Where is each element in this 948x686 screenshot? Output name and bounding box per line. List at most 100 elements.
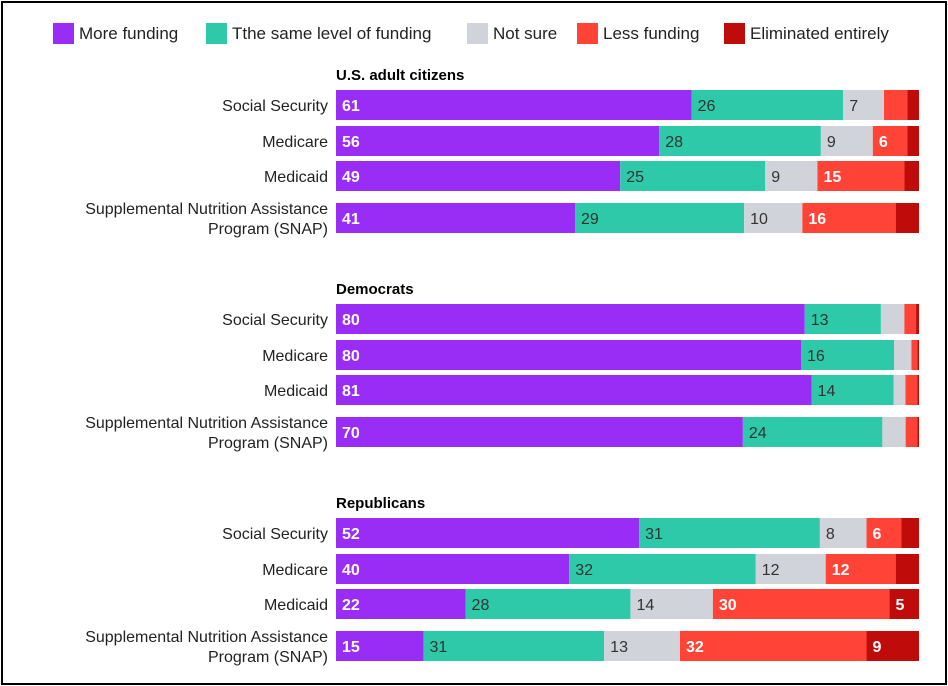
data-label: 29 <box>581 211 599 228</box>
data-label: 40 <box>342 562 360 579</box>
bar-segment-more <box>336 340 801 370</box>
data-label: 30 <box>719 597 737 614</box>
bar-segment-more <box>336 518 640 548</box>
legend-label-more: More funding <box>79 24 178 43</box>
bar-segment-same <box>659 126 821 156</box>
bar-segment-more <box>336 90 692 120</box>
bar-segment-more <box>336 631 424 661</box>
data-label: 32 <box>575 562 593 579</box>
bar-segment-notsure <box>765 161 818 191</box>
legend-swatch-more <box>53 23 74 44</box>
bar-segment-elim <box>916 304 919 334</box>
bar-segment-same <box>804 304 881 334</box>
bar-segment-less <box>884 90 908 120</box>
data-label: 80 <box>342 348 360 365</box>
bar-segment-elim <box>904 161 919 191</box>
group-title: U.S. adult citizens <box>336 67 464 84</box>
row-label: Social Security <box>222 312 328 329</box>
bar-segment-notsure <box>755 554 826 584</box>
data-label: 80 <box>342 312 360 329</box>
bar-segment-notsure <box>894 340 912 370</box>
bar-segment-elim <box>917 417 919 447</box>
bar-segment-more <box>336 554 570 584</box>
bar-segment-less <box>817 161 905 191</box>
bar-segment-more <box>336 203 576 233</box>
bar-segment-same <box>465 589 631 619</box>
bar-segment-less <box>904 304 917 334</box>
data-label: 41 <box>342 211 360 228</box>
bar-segment-same <box>575 203 745 233</box>
row-label: Medicare <box>262 562 328 579</box>
bar-segment-same <box>811 375 894 405</box>
row-label-line: Supplemental Nutrition Assistance <box>85 629 328 646</box>
data-label: 9 <box>873 639 882 656</box>
legend-swatch-elim <box>724 23 745 44</box>
bar-segment-elim <box>866 631 919 661</box>
bar-segment-elim <box>895 203 919 233</box>
data-label: 10 <box>750 211 768 228</box>
data-label: 15 <box>342 639 360 656</box>
data-label: 26 <box>698 98 716 115</box>
row-label: Medicare <box>262 348 328 365</box>
bar-segment-more <box>336 161 621 191</box>
data-label: 81 <box>342 383 360 400</box>
bar-segment-notsure <box>630 589 713 619</box>
bar-segment-notsure <box>604 631 680 661</box>
data-label: 56 <box>342 134 360 151</box>
bar-segment-less <box>712 589 890 619</box>
legend-swatch-less <box>577 23 598 44</box>
data-label: 14 <box>636 597 654 614</box>
data-label: 25 <box>626 169 644 186</box>
bar-segment-notsure <box>819 518 867 548</box>
bar-segment-notsure <box>893 375 906 405</box>
bar-segment-elim <box>907 126 919 156</box>
bar-segment-less <box>679 631 867 661</box>
bar-segment-less <box>905 375 918 405</box>
bar-segment-notsure <box>820 126 873 156</box>
data-label: 49 <box>342 169 360 186</box>
bar-segment-same <box>691 90 844 120</box>
bar-segment-more <box>336 417 743 447</box>
bar-segment-notsure <box>843 90 885 120</box>
bar-segment-elim <box>917 340 919 370</box>
row-label: Medicaid <box>264 597 328 614</box>
bar-segment-less <box>866 518 902 548</box>
data-label: 12 <box>832 562 850 579</box>
legend-swatch-same <box>206 23 227 44</box>
row-label: Medicare <box>262 134 328 151</box>
data-label: 9 <box>771 169 780 186</box>
bar-segment-same <box>620 161 766 191</box>
row-label: Medicaid <box>264 383 328 400</box>
bar-segment-notsure <box>744 203 803 233</box>
bar-segment-less <box>825 554 896 584</box>
row-label-line: Supplemental Nutrition Assistance <box>85 415 328 432</box>
data-label: 12 <box>762 562 780 579</box>
bar-segment-same <box>569 554 756 584</box>
row-label: Medicaid <box>264 169 328 186</box>
bar-segment-same <box>423 631 605 661</box>
data-label: 6 <box>873 526 882 543</box>
row-label-line: Program (SNAP) <box>208 435 328 452</box>
data-label: 13 <box>610 639 628 656</box>
data-label: 28 <box>472 597 490 614</box>
data-label: 8 <box>826 526 835 543</box>
bar-segment-more <box>336 589 466 619</box>
data-label: 14 <box>818 383 836 400</box>
bar-segment-less <box>802 203 896 233</box>
bar-segment-elim <box>917 375 919 405</box>
data-label: 16 <box>808 211 826 228</box>
data-label: 6 <box>879 134 888 151</box>
group-title: Democrats <box>336 281 414 298</box>
bar-segment-less <box>905 417 918 447</box>
bar-segment-more <box>336 126 660 156</box>
bar-segment-more <box>336 304 805 334</box>
bar-segment-notsure <box>882 417 906 447</box>
row-label: Social Security <box>222 526 328 543</box>
group-title: Republicans <box>336 495 425 512</box>
data-label: 5 <box>896 597 905 614</box>
legend-label-notsure: Not sure <box>493 24 557 43</box>
row-label-line: Program (SNAP) <box>208 649 328 666</box>
data-label: 28 <box>665 134 683 151</box>
data-label: 16 <box>807 348 825 365</box>
